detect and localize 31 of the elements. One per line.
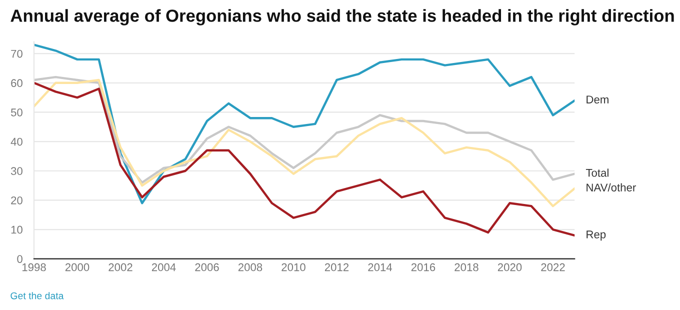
chart-title: Annual average of Oregonians who said the state is headed in the right direction — [10, 9, 674, 26]
x-tick-label: 2004 — [152, 263, 176, 272]
x-tick-label: 2022 — [541, 263, 565, 272]
x-tick-label: 2014 — [368, 263, 392, 272]
text: Get the data — [10, 292, 64, 300]
y-tick-label: 60 — [11, 79, 22, 88]
y-tick-label: 20 — [11, 196, 22, 204]
y-tick-label: 40 — [10, 138, 22, 146]
x-tick-label: 2012 — [324, 263, 349, 272]
series-label: NAV/other — [586, 183, 636, 192]
x-tick-label: 2006 — [195, 263, 219, 272]
y-tick-label: 30 — [10, 167, 22, 176]
line-series — [34, 76, 575, 184]
y-tick-label: 70 — [11, 50, 22, 58]
series-label: Total — [586, 168, 608, 177]
x-tick-label: 2010 — [282, 263, 306, 272]
y-tick-label: 0 — [17, 255, 22, 263]
line-series — [34, 82, 575, 236]
x-tick-label: 2020 — [498, 263, 522, 272]
x-tick-label: 2000 — [65, 263, 90, 272]
series-label: Dem — [586, 96, 608, 104]
line-series — [34, 78, 575, 208]
series-label: Rep — [586, 230, 606, 241]
x-tick-label: 2008 — [238, 263, 262, 272]
x-tick-label: 2018 — [454, 263, 478, 272]
x-tick-label: 1998 — [22, 263, 46, 272]
y-tick-label: 50 — [10, 108, 22, 116]
y-tick-label: 10 — [11, 226, 22, 234]
x-tick-label: 2002 — [108, 263, 132, 272]
line-series — [34, 44, 575, 204]
x-tick-label: 2016 — [411, 263, 436, 272]
